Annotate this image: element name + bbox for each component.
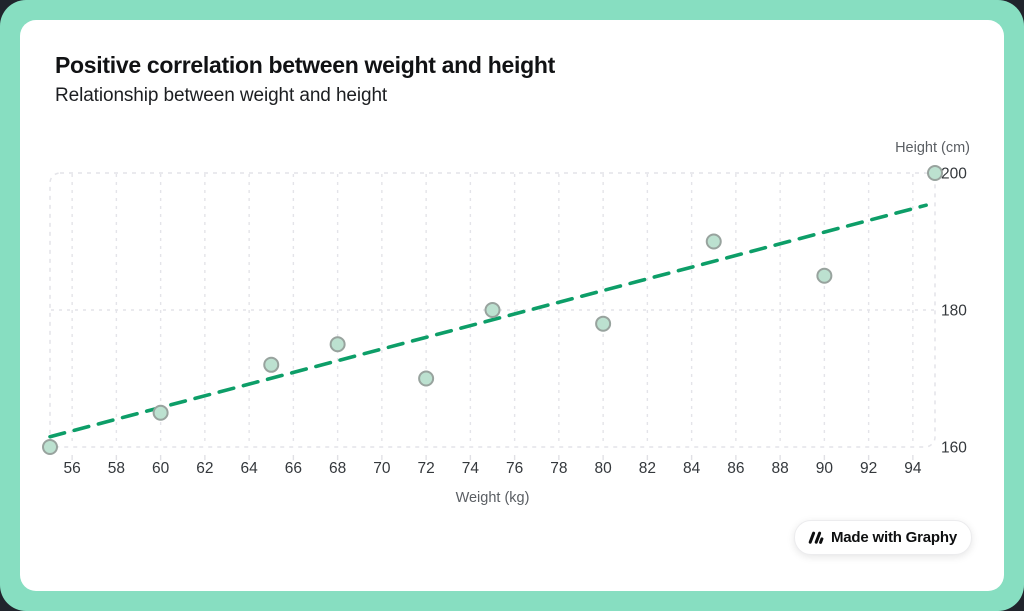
page-subtitle: Relationship between weight and height [55, 84, 388, 106]
made-with-graphy-badge[interactable]: Made with Graphy [794, 520, 972, 555]
plot-border [49, 172, 936, 448]
chart-card [20, 20, 1004, 591]
graphy-slashes-icon [808, 531, 824, 544]
scatter-point [152, 404, 169, 421]
x-tick-label: 64 [241, 460, 259, 477]
scatter-point [263, 356, 280, 373]
scatter-point [816, 267, 833, 284]
x-tick-label: 94 [904, 460, 922, 477]
x-tick-label: 74 [462, 460, 480, 477]
chart-header: Positive correlation between weight and … [55, 52, 555, 107]
x-tick-label: 82 [639, 460, 656, 477]
x-tick-label: 80 [595, 460, 613, 477]
x-tick-label: 58 [108, 460, 125, 477]
scatter-chart: 56 58 60 62 64 66 68 70 72 74 76 78 80 82 84 86 88 90 92 94… [0, 130, 1024, 530]
x-tick-label: 70 [373, 460, 391, 477]
x-axis-title: Weight (kg) [456, 490, 530, 506]
x-tick-label: 78 [550, 460, 567, 477]
scatter-point [329, 336, 346, 353]
x-tick-label: 90 [816, 460, 834, 477]
x-tick-label: 68 [329, 460, 346, 477]
x-tick-label: 92 [860, 460, 877, 477]
scatter-point [927, 165, 943, 181]
x-tick-label: 62 [196, 460, 213, 477]
x-tick-label: 72 [418, 460, 435, 477]
scatter-point [705, 233, 722, 250]
x-tick-label: 60 [152, 460, 170, 477]
x-tick-label: 56 [64, 460, 81, 477]
y-axis-title: Height (cm) [895, 140, 970, 156]
y-tick-label: 160 [941, 440, 967, 457]
scatter-point [418, 370, 435, 387]
x-tick-label: 86 [727, 460, 744, 477]
x-tick-label: 66 [285, 460, 302, 477]
x-tick-label: 76 [506, 460, 523, 477]
x-tick-label: 88 [772, 460, 789, 477]
page-title: Positive correlation between weight and … [55, 52, 555, 78]
scatter-point [595, 315, 612, 332]
y-tick-label: 200 [941, 166, 967, 183]
x-tick-label: 84 [683, 460, 701, 477]
scatter-point [484, 302, 501, 318]
badge-label: Made with Graphy [831, 529, 957, 546]
chart-svg: 56 58 60 62 64 66 68 70 72 74 76 78 80 82 84 86 88 90 92 94… [42, 140, 970, 506]
y-tick-label: 180 [941, 303, 967, 320]
scatter-point [42, 439, 58, 455]
trend-line [48, 203, 928, 439]
